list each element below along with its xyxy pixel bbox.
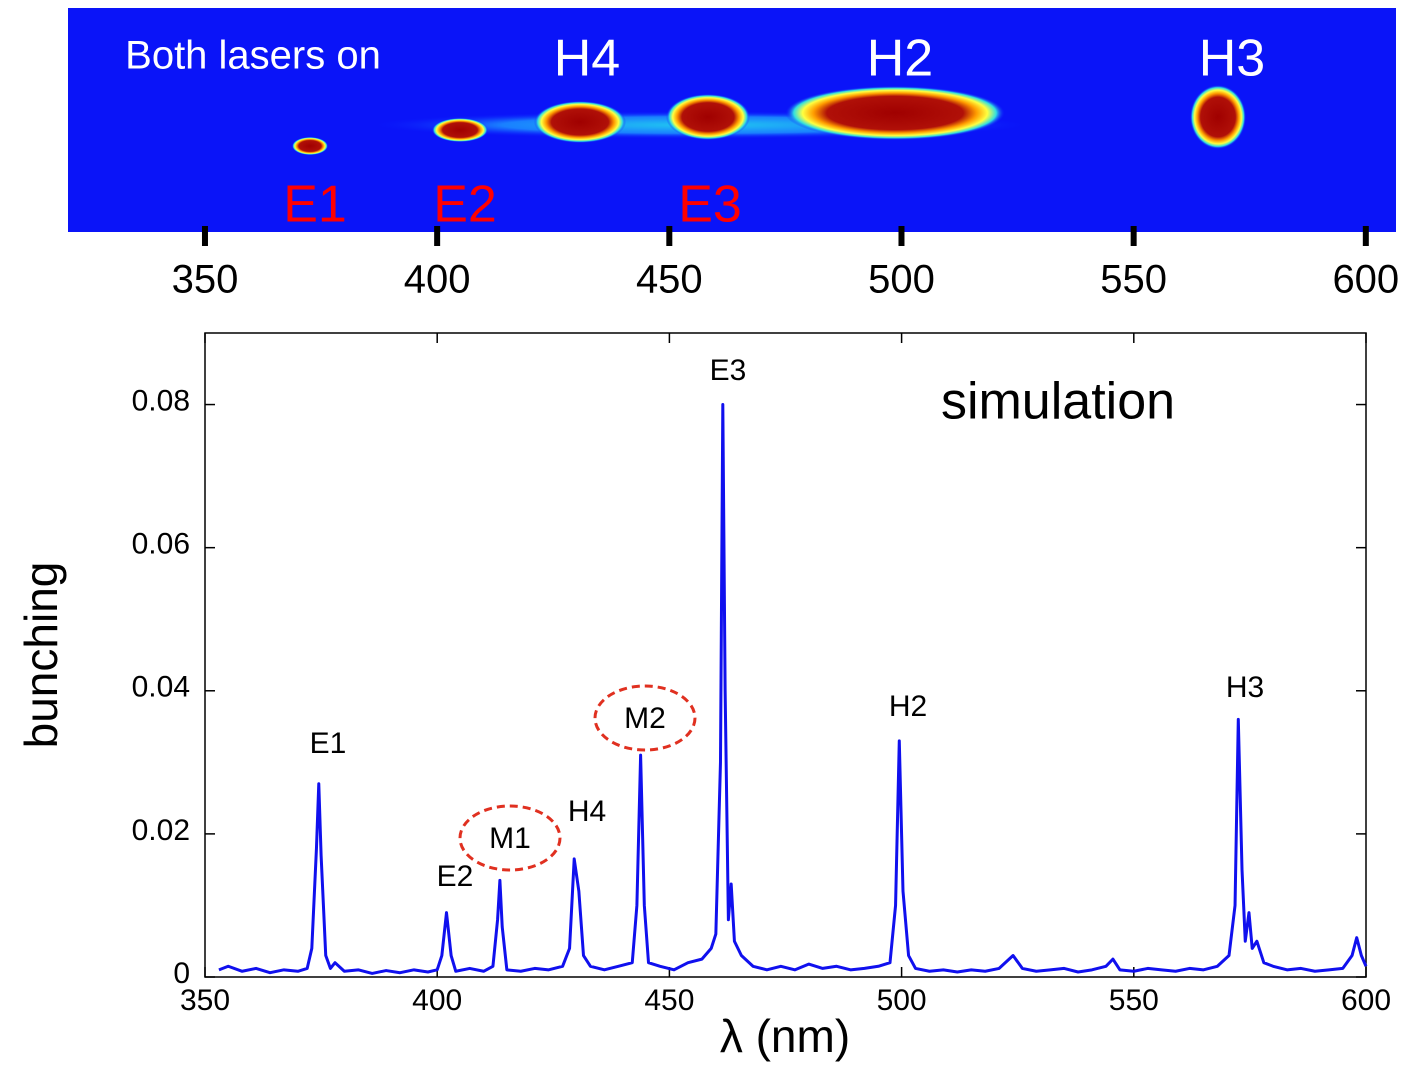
x-tick-label: 450 [644, 984, 694, 1017]
spot [292, 137, 328, 155]
peak-label: H4 [568, 795, 606, 828]
x-tick-label: 600 [1332, 258, 1399, 302]
x-tick-label: 600 [1341, 984, 1391, 1017]
x-tick-label: 350 [172, 258, 239, 302]
x-tick-label: 500 [877, 984, 927, 1017]
y-tick-label: 0.08 [132, 384, 190, 417]
spot [432, 118, 488, 142]
page: Both lasers on H4 H2 H3 E1 E2 E3 350 400 450 500 55… [0, 0, 1411, 1066]
y-tick-label: 0.04 [132, 671, 190, 704]
annotation: Both lasers on [125, 34, 381, 78]
plot-frame [205, 333, 1366, 977]
annotation: H3 [1199, 30, 1265, 88]
spot [785, 86, 1005, 140]
peak-label: H3 [1226, 671, 1264, 704]
x-tick-label: 550 [1109, 984, 1159, 1017]
spot [666, 94, 750, 140]
x-tick-label: 550 [1100, 258, 1167, 302]
peak-label: H2 [889, 690, 927, 723]
peak-label: M1 [489, 822, 531, 855]
y-axis-label: bunching [15, 562, 67, 749]
x-axis-label: λ (nm) [720, 1010, 850, 1062]
note: simulation [941, 373, 1175, 431]
spot [1190, 85, 1246, 149]
spot [534, 101, 626, 143]
x-tick-label: 400 [404, 258, 471, 302]
x-tick-label: 400 [412, 984, 462, 1017]
y-tick-label: 0 [173, 957, 190, 990]
spectrum-line [219, 405, 1366, 974]
y-tick-label: 0.06 [132, 528, 190, 561]
annotation: H2 [867, 30, 933, 88]
peak-label: E3 [710, 354, 747, 387]
annotation: H4 [554, 30, 620, 88]
peak-label: E1 [310, 727, 347, 760]
peak-label: E2 [437, 860, 474, 893]
annotation: E3 [678, 176, 742, 234]
annotation: E2 [433, 176, 497, 234]
peak-label: M2 [624, 702, 666, 735]
x-tick-label: 500 [868, 258, 935, 302]
y-tick-label: 0.02 [132, 814, 190, 847]
figure: Both lasers on H4 H2 H3 E1 E2 E3 350 400 450 500 55… [0, 0, 1411, 1066]
x-tick-label: 450 [636, 258, 703, 302]
annotation: E1 [283, 176, 347, 234]
